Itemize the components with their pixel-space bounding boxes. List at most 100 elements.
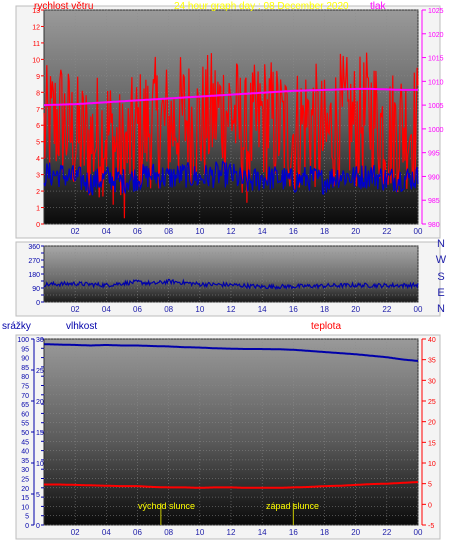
- y-right-tick-label: 990: [428, 174, 440, 181]
- rain-tick-label: 25: [36, 368, 44, 375]
- pressure-title: tlak: [370, 1, 386, 12]
- y-left-tick-label: 13: [32, 8, 40, 15]
- rain-tick-label: 5: [36, 492, 40, 499]
- compass-w: W: [435, 254, 447, 266]
- y-right-tick-label: 10: [428, 461, 436, 468]
- rain-tick-label: 15: [36, 430, 44, 437]
- x-tick-label: 04: [102, 305, 111, 314]
- y-right-tick-label: 5: [428, 482, 432, 489]
- x-tick-label: 06: [133, 528, 142, 537]
- y-left-tick-label: 55: [21, 421, 29, 428]
- y-right-tick-label: 30: [428, 378, 436, 385]
- x-tick-label: 08: [164, 227, 173, 236]
- x-tick-label: 10: [195, 305, 204, 314]
- y-left-tick-label: 11: [33, 41, 40, 48]
- x-tick-label: 18: [320, 305, 329, 314]
- x-tick-label: 06: [133, 305, 142, 314]
- x-tick-label: 00: [414, 305, 423, 314]
- y-left-tick-label: 60: [21, 411, 29, 418]
- y-left-tick-label: 35: [21, 458, 29, 465]
- y-left-tick-label: 3: [36, 173, 40, 180]
- y-left-tick-label: 10: [32, 57, 40, 64]
- y-right-tick-label: 1005: [428, 103, 444, 110]
- x-tick-label: 14: [258, 227, 267, 236]
- y-left-tick-label: 95: [21, 346, 29, 353]
- y-left-tick-label: 80: [21, 374, 29, 381]
- x-tick-label: 16: [289, 528, 298, 537]
- y-right-tick-label: 1020: [428, 32, 444, 39]
- y-left-tick-label: 50: [21, 430, 29, 437]
- y-left-tick-label: 100: [17, 337, 29, 344]
- x-tick-label: 10: [195, 227, 204, 236]
- y-right-tick-label: 995: [428, 151, 440, 158]
- compass-e: E: [437, 287, 445, 299]
- x-tick-label: 12: [227, 305, 236, 314]
- x-tick-label: 20: [351, 528, 360, 537]
- y-right-tick-label: 40: [428, 337, 436, 344]
- x-tick-label: 12: [227, 227, 236, 236]
- y-left-tick-label: 6: [36, 123, 40, 130]
- x-tick-label: 02: [71, 227, 80, 236]
- x-tick-label: 16: [289, 227, 298, 236]
- compass-n-bottom: N: [437, 303, 445, 315]
- y-left-tick-label: 2: [36, 189, 40, 196]
- y-left-tick-label: 4: [36, 156, 40, 163]
- x-tick-label: 04: [102, 227, 111, 236]
- x-tick-label: 18: [320, 227, 329, 236]
- y-left-tick-label: 7: [36, 107, 40, 114]
- y-left-tick-label: 180: [28, 272, 40, 279]
- wind-direction-line: [43, 278, 419, 291]
- y-left-tick-label: 40: [21, 449, 29, 456]
- humidity-line: [44, 343, 418, 362]
- y-left-tick-label: 15: [21, 495, 29, 502]
- y-left-tick-label: 0: [36, 222, 40, 229]
- y-left-tick-label: 65: [21, 402, 29, 409]
- y-right-tick-label: 0: [428, 502, 432, 509]
- x-tick-label: 16: [289, 305, 298, 314]
- x-tick-label: 20: [351, 227, 360, 236]
- x-tick-label: 08: [164, 528, 173, 537]
- y-left-tick-label: 10: [21, 504, 29, 511]
- chart-title: 24 hour graph day : 08 December 2020: [174, 1, 349, 12]
- y-right-tick-label: -5: [428, 523, 434, 530]
- y-left-tick-label: 0: [25, 523, 29, 530]
- pressure-line: [44, 87, 418, 107]
- y-right-tick-label: 15: [428, 440, 436, 447]
- y-left-tick-label: 0: [36, 300, 40, 307]
- x-tick-label: 18: [320, 528, 329, 537]
- sunset-label: západ slunce: [266, 501, 320, 511]
- y-left-tick-label: 1: [36, 206, 40, 213]
- y-left-tick-label: 9: [36, 74, 40, 81]
- x-tick-label: 02: [71, 528, 80, 537]
- y-left-tick-label: 30: [21, 467, 29, 474]
- y-left-tick-label: 20: [21, 486, 29, 493]
- humidity-label: vlhkost: [66, 321, 98, 332]
- y-left-tick-label: 70: [21, 393, 29, 400]
- y-right-tick-label: 985: [428, 198, 440, 205]
- x-tick-label: 14: [258, 305, 267, 314]
- y-left-tick-label: 5: [25, 514, 29, 521]
- y-right-tick-label: 1010: [428, 79, 444, 86]
- y-left-tick-label: 270: [28, 258, 40, 265]
- y-left-tick-label: 25: [21, 477, 29, 484]
- x-tick-label: 00: [414, 528, 423, 537]
- x-tick-label: 22: [382, 528, 391, 537]
- y-left-tick-label: 45: [21, 439, 29, 446]
- rain-tick-label: 0: [36, 523, 40, 530]
- x-tick-label: 22: [382, 305, 391, 314]
- y-right-tick-label: 1025: [428, 8, 444, 15]
- y-right-tick-label: 35: [428, 358, 436, 365]
- y-left-tick-label: 8: [36, 90, 40, 97]
- x-tick-label: 12: [227, 528, 236, 537]
- compass-s: S: [437, 271, 445, 283]
- y-right-tick-label: 25: [428, 399, 436, 406]
- temperature-label: teplota: [311, 321, 342, 332]
- wind-speed-line: [43, 52, 419, 219]
- rain-tick-label: 20: [36, 399, 44, 406]
- rain-tick-label: 30: [36, 337, 44, 344]
- y-left-tick-label: 5: [36, 140, 40, 147]
- y-right-tick-label: 980: [428, 222, 440, 229]
- y-right-tick-label: 20: [428, 420, 436, 427]
